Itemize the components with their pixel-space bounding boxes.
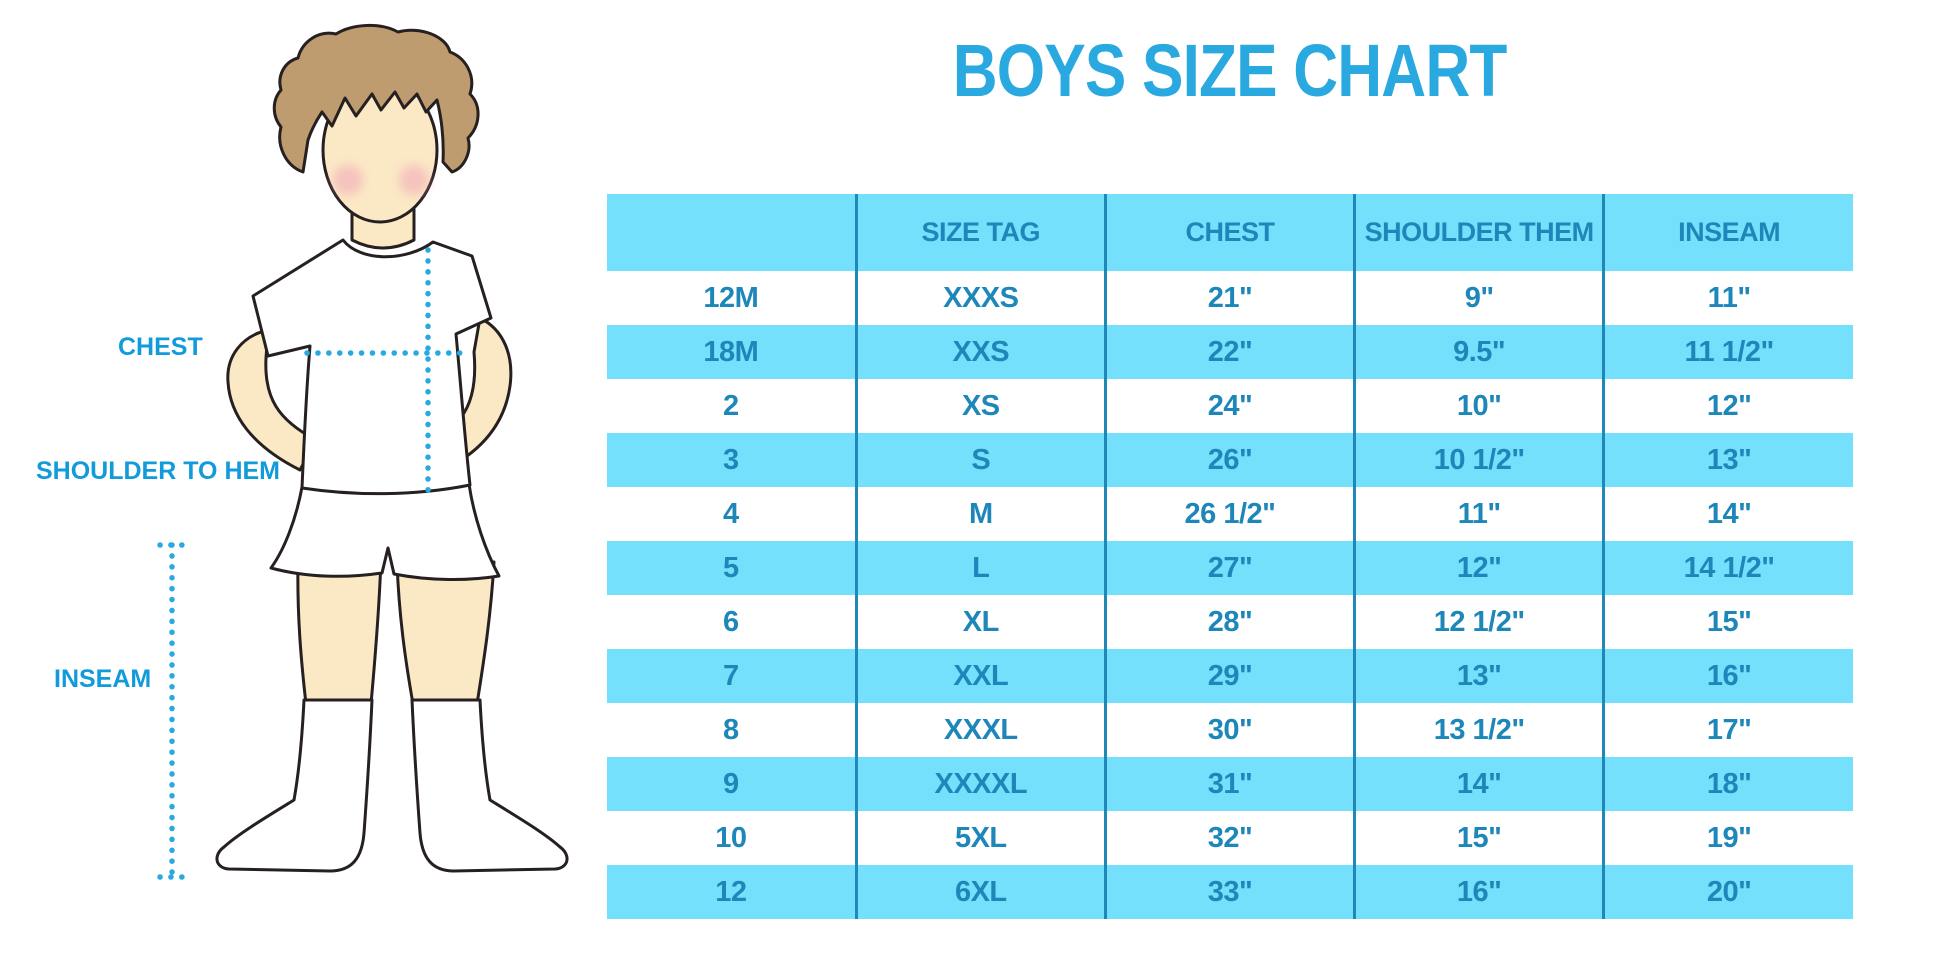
boy-shorts: [269, 482, 501, 582]
boy-left-leg: [296, 558, 383, 706]
table-cell: 20": [1602, 865, 1853, 919]
table-cell: L: [854, 541, 1106, 595]
boy-right-cheek: [399, 165, 429, 195]
table-cell: 28": [1103, 595, 1355, 649]
table-cell: 11": [1602, 271, 1853, 325]
table-row: 4 M 26 1/2" 11" 14": [607, 487, 1853, 541]
table-cell: 15": [1353, 811, 1604, 865]
boy-left-arm: [226, 328, 318, 472]
table-cell: 19": [1602, 811, 1853, 865]
table-cell: 9": [1353, 271, 1604, 325]
inseam-label: INSEAM: [54, 665, 152, 693]
table-cell: 30": [1103, 703, 1355, 757]
table-cell: 6XL: [854, 865, 1106, 919]
table-cell: 21": [1103, 271, 1355, 325]
table-cell: 32": [1103, 811, 1355, 865]
table-cell: 11": [1353, 487, 1604, 541]
shoulder-to-hem-label: SHOULDER TO HEM: [36, 457, 280, 485]
boy-measurement-illustration: [157, 23, 569, 880]
size-table: SIZE TAG CHEST SHOULDER THEM INSEAM 12M XXXS…: [607, 194, 1853, 919]
boy-right-leg: [395, 560, 496, 706]
table-cell: 31": [1103, 757, 1355, 811]
chest-label: CHEST: [118, 333, 203, 361]
table-cell: 12 1/2": [1353, 595, 1604, 649]
table-cell: 18": [1602, 757, 1853, 811]
table-cell: 10: [607, 811, 857, 865]
table-row: 7 XXL 29" 13" 16": [607, 649, 1853, 703]
table-cell: 10": [1353, 379, 1604, 433]
boy-left-cheek: [333, 165, 363, 195]
table-cell: 26": [1103, 433, 1355, 487]
table-cell: 14": [1602, 487, 1853, 541]
table-cell: 22": [1103, 325, 1355, 379]
boy-hair: [272, 23, 480, 174]
table-cell: 33": [1103, 865, 1355, 919]
table-cell: XXL: [854, 649, 1106, 703]
table-cell: 5XL: [854, 811, 1106, 865]
table-cell: M: [854, 487, 1106, 541]
table-cell: XL: [854, 595, 1106, 649]
table-cell: 13": [1602, 433, 1853, 487]
table-row: 6 XL 28" 12 1/2" 15": [607, 595, 1853, 649]
table-cell: 13 1/2": [1353, 703, 1604, 757]
table-cell: 18M: [607, 325, 857, 379]
table-cell: 16": [1353, 865, 1604, 919]
boy-tshirt: [251, 238, 493, 496]
table-cell: 3: [607, 433, 857, 487]
column-header: INSEAM: [1602, 194, 1853, 271]
table-cell: 13": [1353, 649, 1604, 703]
table-row: 3 S 26" 10 1/2" 13": [607, 433, 1853, 487]
table-row: 9 XXXXL 31" 14" 18": [607, 757, 1853, 811]
table-row: 2 XS 24" 10" 12": [607, 379, 1853, 433]
table-cell: XXS: [854, 325, 1106, 379]
table-cell: 7: [607, 649, 857, 703]
table-cell: 2: [607, 379, 857, 433]
table-row: 8 XXXL 30" 13 1/2" 17": [607, 703, 1853, 757]
table-cell: 10 1/2": [1353, 433, 1604, 487]
table-cell: 11 1/2": [1602, 325, 1853, 379]
table-cell: 9.5": [1353, 325, 1604, 379]
table-row: 12M XXXS 21" 9" 11": [607, 271, 1853, 325]
table-cell: XXXL: [854, 703, 1106, 757]
boy-right-sock: [410, 698, 569, 873]
table-row: 10 5XL 32" 15" 19": [607, 811, 1853, 865]
table-cell: 27": [1103, 541, 1355, 595]
table-cell: 9: [607, 757, 857, 811]
table-cell: 12M: [607, 271, 857, 325]
size-table-head: SIZE TAG CHEST SHOULDER THEM INSEAM: [607, 194, 1853, 271]
table-cell: 8: [607, 703, 857, 757]
table-cell: XS: [854, 379, 1106, 433]
page-title: BOYS SIZE CHART: [953, 29, 1508, 112]
size-table-body: 12M XXXS 21" 9" 11" 18M XXS 22" 9.5" 11 1/2" 2 XS 24…: [607, 271, 1853, 919]
table-cell: 14": [1353, 757, 1604, 811]
table-cell: 12": [1353, 541, 1604, 595]
column-header: SHOULDER THEM: [1353, 194, 1604, 271]
table-cell: 12": [1602, 379, 1853, 433]
column-header: SIZE TAG: [854, 194, 1106, 271]
table-cell: 12: [607, 865, 857, 919]
table-row: 5 L 27" 12" 14 1/2": [607, 541, 1853, 595]
table-cell: 4: [607, 487, 857, 541]
column-header: CHEST: [1103, 194, 1355, 271]
table-cell: 5: [607, 541, 857, 595]
table-cell: XXXXL: [854, 757, 1106, 811]
header-row: SIZE TAG CHEST SHOULDER THEM INSEAM: [607, 194, 1853, 271]
table-cell: 26 1/2": [1103, 487, 1355, 541]
table-row: 18M XXS 22" 9.5" 11 1/2": [607, 325, 1853, 379]
table-cell: 15": [1602, 595, 1853, 649]
table-cell: 16": [1602, 649, 1853, 703]
table-cell: S: [854, 433, 1106, 487]
table-cell: XXXS: [854, 271, 1106, 325]
table-cell: 29": [1103, 649, 1355, 703]
table-cell: 14 1/2": [1602, 541, 1853, 595]
title-wrap: BOYS SIZE CHART: [607, 28, 1853, 113]
table-cell: 24": [1103, 379, 1355, 433]
table-row: 12 6XL 33" 16" 20": [607, 865, 1853, 919]
boy-left-sock: [215, 698, 374, 873]
column-header: [607, 194, 857, 271]
table-cell: 6: [607, 595, 857, 649]
table-cell: 17": [1602, 703, 1853, 757]
